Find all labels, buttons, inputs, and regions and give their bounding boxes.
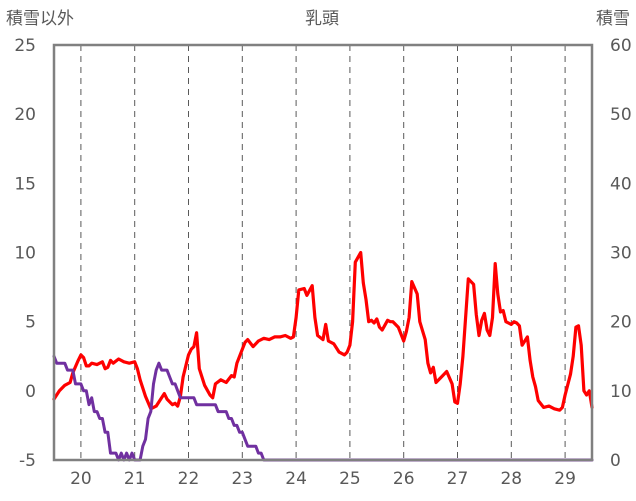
y-right-tick-label: 0 xyxy=(610,451,621,471)
x-tick-label: 21 xyxy=(124,469,146,489)
y-axis-left: 25 20 15 10 5 0 -5 xyxy=(14,36,36,471)
x-tick-label: 23 xyxy=(231,469,253,489)
y-left-tick-label: 20 xyxy=(14,105,36,125)
y-axis-left-label: 積雪以外 xyxy=(6,9,74,29)
y-left-tick-label: -5 xyxy=(19,451,36,471)
chart-title: 乳頭 xyxy=(305,9,339,29)
y-axis-right: 60 50 40 30 20 10 0 xyxy=(610,36,632,471)
plot-frame xyxy=(52,43,594,462)
y-right-tick-label: 60 xyxy=(610,36,632,56)
x-tick-label: 25 xyxy=(339,469,361,489)
x-tick-label: 28 xyxy=(500,469,522,489)
y-left-tick-label: 10 xyxy=(14,244,36,264)
y-right-tick-label: 40 xyxy=(610,174,632,194)
grid xyxy=(80,45,566,460)
x-tick-label: 20 xyxy=(70,469,92,489)
x-tick-label: 26 xyxy=(393,469,415,489)
y-left-tick-label: 5 xyxy=(25,313,36,333)
y-axis-right-label: 積雪 xyxy=(596,9,630,29)
x-axis: 20 21 22 23 24 25 26 27 28 29 xyxy=(70,469,576,489)
x-tick-label: 22 xyxy=(178,469,200,489)
y-right-tick-label: 20 xyxy=(610,313,632,333)
series-line-2 xyxy=(52,354,594,462)
y-left-tick-label: 25 xyxy=(14,36,36,56)
series-group xyxy=(52,250,594,462)
y-right-tick-label: 50 xyxy=(610,105,632,125)
series-line-1 xyxy=(52,250,594,412)
y-left-tick-label: 15 xyxy=(14,174,36,194)
y-right-tick-label: 30 xyxy=(610,244,632,264)
y-left-tick-label: 0 xyxy=(25,382,36,402)
y-right-tick-label: 10 xyxy=(610,382,632,402)
x-tick-label: 24 xyxy=(285,469,307,489)
x-tick-label: 27 xyxy=(447,469,469,489)
x-tick-label: 29 xyxy=(554,469,576,489)
